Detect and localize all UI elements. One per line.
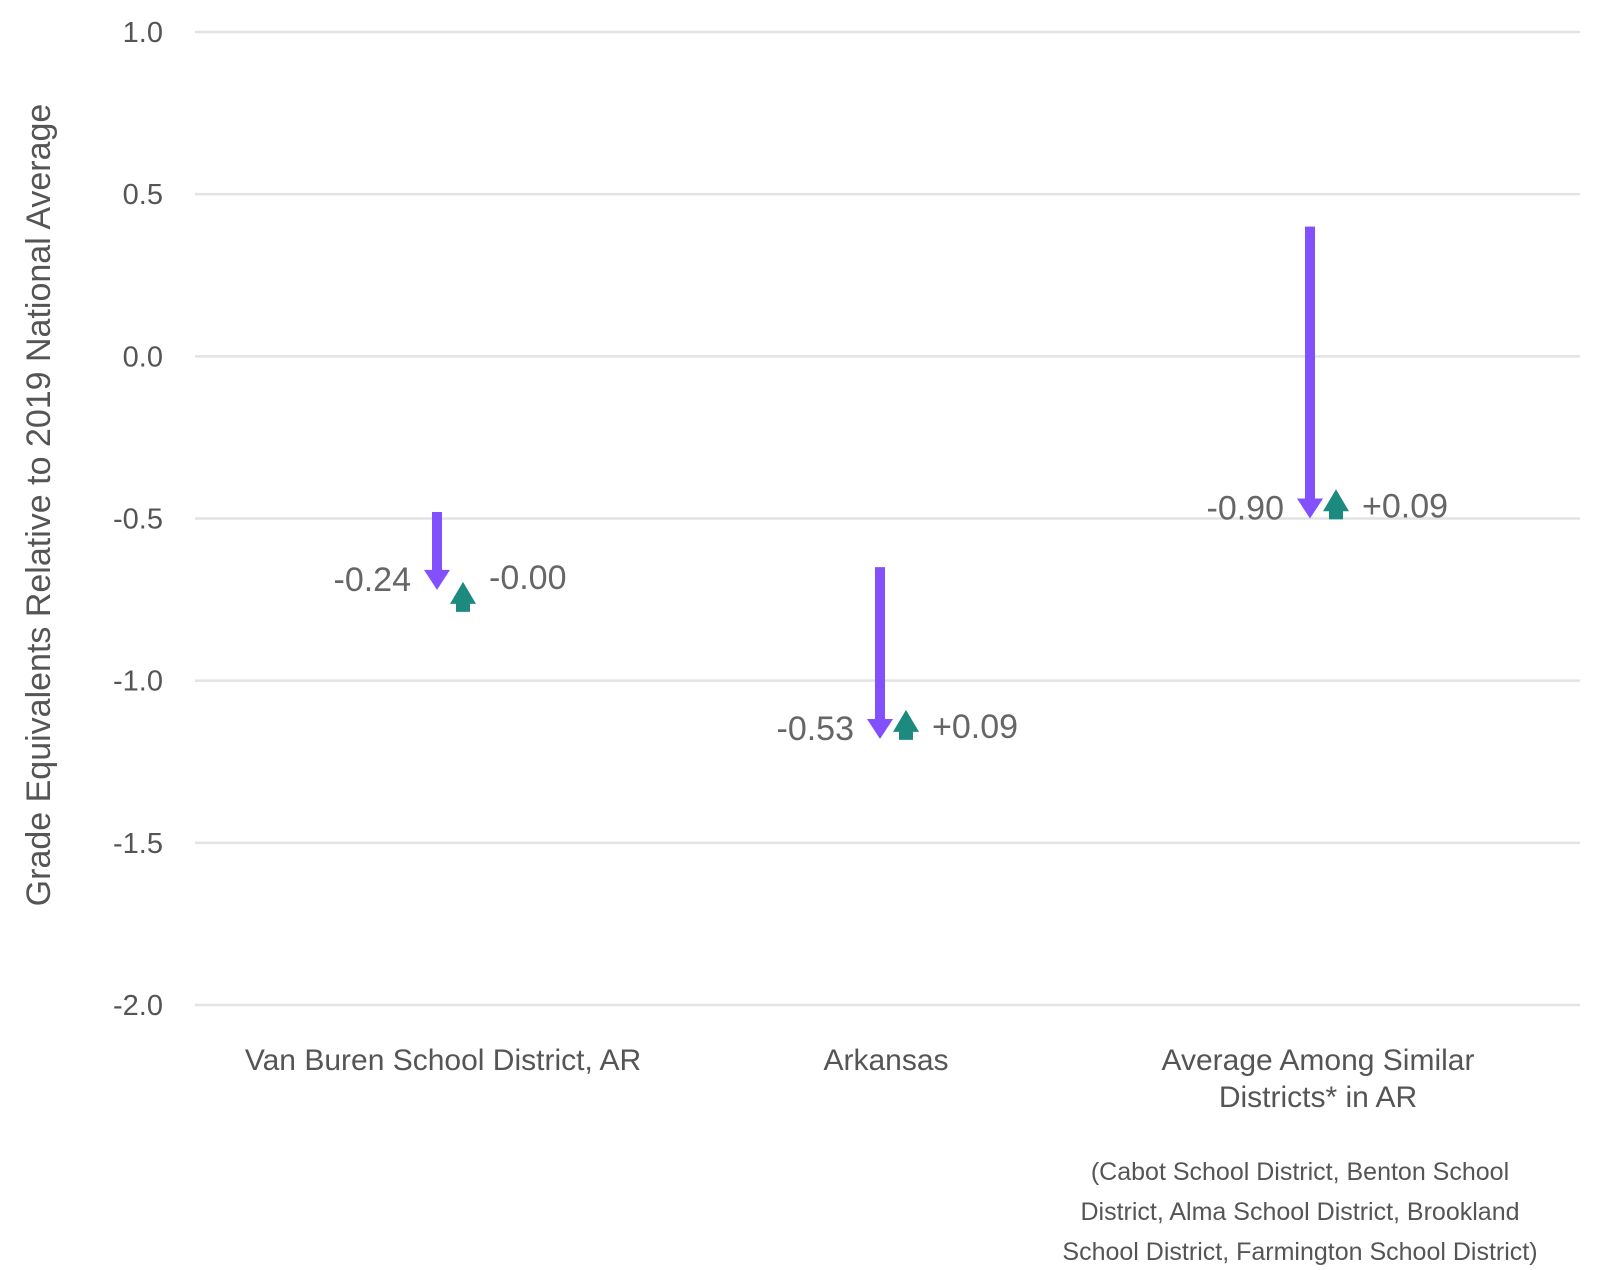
x-category-label: Van Buren School District, AR (245, 1044, 641, 1077)
gridlines (195, 30, 1580, 1007)
y-tick-label: 0.5 (123, 179, 163, 211)
y-tick-label: -0.5 (113, 504, 163, 536)
drop-arrow-shaft (432, 512, 442, 571)
x-category-label: Districts* in AR (1219, 1081, 1417, 1114)
y-tick-label: 0.0 (123, 341, 163, 373)
y-tick-label: -1.5 (113, 828, 163, 860)
x-category-label: Average Among Similar (1162, 1044, 1475, 1077)
y-axis-ticks: 1.0 0.5 0.0 -0.5 -1.0 -1.5 -2.0 (113, 17, 163, 1022)
change-value-label: -0.00 (489, 559, 567, 597)
y-tick-label: -1.0 (113, 666, 163, 698)
drop-arrow-head (867, 719, 893, 740)
drop-arrow-shaft (875, 567, 885, 721)
y-tick-label: 1.0 (123, 17, 163, 49)
category-group: -0.90 +0.09 (1207, 226, 1448, 528)
footnote-line: District, Alma School District, Brooklan… (1080, 1198, 1519, 1226)
footnote-line: (Cabot School District, Benton School (1091, 1158, 1509, 1186)
category-group: -0.53 +0.09 (777, 567, 1018, 748)
drop-arrow-head (1297, 498, 1323, 519)
x-axis-categories: Van Buren School District, AR Arkansas Ave… (245, 1044, 1475, 1114)
change-value-label: +0.09 (1362, 488, 1448, 526)
change-value-label: +0.09 (932, 708, 1018, 746)
change-arrow-head (450, 581, 476, 604)
drop-value-label: -0.24 (334, 561, 412, 599)
drop-value-label: -0.90 (1207, 490, 1285, 528)
arrow-marks: -0.24 -0.00 -0.53 +0.09 -0.90 +0.09 (334, 226, 1448, 748)
change-arrow-shaft (899, 729, 913, 740)
change-arrow-head (893, 709, 919, 732)
change-arrow-head (1323, 489, 1349, 512)
change-arrow-shaft (1329, 509, 1343, 520)
y-axis-label: Grade Equivalents Relative to 2019 Natio… (20, 104, 58, 907)
drop-value-label: -0.53 (777, 710, 855, 748)
drop-arrow-shaft (1305, 226, 1315, 500)
x-category-label: Arkansas (823, 1044, 948, 1077)
footnote: (Cabot School District, Benton School Dis… (1062, 1158, 1537, 1266)
drop-arrow-head (424, 569, 450, 590)
category-group: -0.24 -0.00 (334, 512, 567, 612)
footnote-line: School District, Farmington School Distr… (1062, 1238, 1537, 1266)
change-arrow-shaft (456, 601, 470, 612)
y-tick-label: -2.0 (113, 990, 163, 1022)
